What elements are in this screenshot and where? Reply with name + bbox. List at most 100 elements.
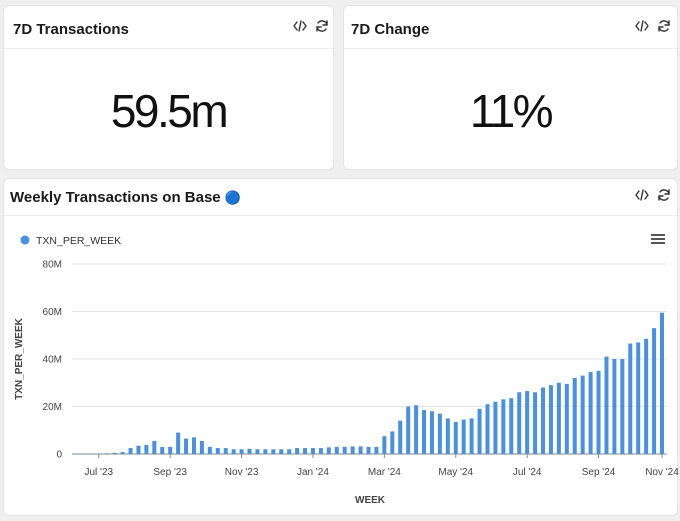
x-tick-label: May '24 xyxy=(438,467,473,478)
card-7d-transactions: 7D Transactions 59.5m xyxy=(3,5,334,170)
bar[interactable] xyxy=(310,448,315,454)
bar[interactable] xyxy=(191,437,196,454)
refresh-icon[interactable] xyxy=(657,19,671,33)
code-icon[interactable] xyxy=(293,19,307,33)
bar[interactable] xyxy=(453,421,458,454)
bar[interactable] xyxy=(437,413,442,454)
bar[interactable] xyxy=(422,410,427,454)
bar[interactable] xyxy=(374,446,379,454)
bar[interactable] xyxy=(556,382,561,454)
bar[interactable] xyxy=(263,449,268,454)
bar[interactable] xyxy=(588,372,593,454)
bar[interactable] xyxy=(541,387,546,455)
code-icon[interactable] xyxy=(635,188,649,202)
bar[interactable] xyxy=(596,370,601,454)
bar[interactable] xyxy=(390,431,395,454)
bar[interactable] xyxy=(548,385,553,454)
bar[interactable] xyxy=(207,446,212,454)
bar[interactable] xyxy=(160,446,165,454)
bar[interactable] xyxy=(358,446,363,454)
bar[interactable] xyxy=(469,418,474,454)
bar[interactable] xyxy=(128,448,133,454)
bar[interactable] xyxy=(572,378,577,454)
y-axis-label: TXN_PER_WEEK xyxy=(14,317,25,399)
bar[interactable] xyxy=(184,438,189,454)
x-tick-label: Sep '24 xyxy=(582,467,616,478)
bar-chart: 0 20M 40M 60M 80M Jul '23 Sep '23 Nov '23 Jan '… xyxy=(14,234,679,506)
bar[interactable] xyxy=(628,343,633,454)
bar[interactable] xyxy=(80,453,85,455)
card-title: Weekly Transactions on Base 🔵 xyxy=(10,189,241,206)
bar[interactable] xyxy=(644,338,649,454)
bar[interactable] xyxy=(620,359,625,454)
bar[interactable] xyxy=(199,440,204,454)
bar[interactable] xyxy=(414,405,419,454)
bar[interactable] xyxy=(255,449,260,454)
bar[interactable] xyxy=(334,446,339,454)
legend-dot[interactable] xyxy=(20,235,30,245)
code-icon[interactable] xyxy=(635,19,649,33)
bar[interactable] xyxy=(247,448,252,454)
bar[interactable] xyxy=(318,448,323,454)
card-title: 7D Transactions xyxy=(13,21,129,38)
bar[interactable] xyxy=(382,436,387,454)
bar[interactable] xyxy=(398,420,403,454)
bar[interactable] xyxy=(564,383,569,454)
x-tick-label: Nov '23 xyxy=(225,467,259,478)
bar[interactable] xyxy=(303,448,308,454)
bar[interactable] xyxy=(231,449,236,454)
bar[interactable] xyxy=(104,453,109,454)
bar[interactable] xyxy=(485,404,490,454)
bar[interactable] xyxy=(271,449,276,454)
bar[interactable] xyxy=(612,359,617,454)
refresh-icon[interactable] xyxy=(657,188,671,202)
x-tick-label: Mar '24 xyxy=(368,467,401,478)
bar[interactable] xyxy=(144,444,149,454)
hamburger-menu-icon[interactable] xyxy=(651,234,665,244)
bar[interactable] xyxy=(279,449,284,454)
big-number-value: 11% xyxy=(469,85,554,137)
bar[interactable] xyxy=(517,392,522,454)
bar[interactable] xyxy=(136,445,141,454)
bar[interactable] xyxy=(152,440,157,454)
y-tick-label: 60M xyxy=(43,307,62,318)
bar[interactable] xyxy=(509,398,514,454)
bar[interactable] xyxy=(88,453,93,455)
bar[interactable] xyxy=(525,391,530,454)
bar[interactable] xyxy=(501,399,506,454)
refresh-icon[interactable] xyxy=(315,19,329,33)
y-tick-label: 20M xyxy=(43,402,62,413)
bar[interactable] xyxy=(223,448,228,454)
bar[interactable] xyxy=(239,449,244,454)
bar[interactable] xyxy=(477,408,482,454)
bar[interactable] xyxy=(326,447,331,454)
bar[interactable] xyxy=(604,356,609,454)
legend-label[interactable]: TXN_PER_WEEK xyxy=(36,235,121,247)
bar[interactable] xyxy=(660,312,664,454)
bar[interactable] xyxy=(96,453,101,455)
bar[interactable] xyxy=(295,448,300,454)
bar[interactable] xyxy=(429,411,434,454)
bar[interactable] xyxy=(342,446,347,454)
bar[interactable] xyxy=(73,453,77,455)
bar[interactable] xyxy=(350,446,355,454)
x-tick-label: Jul '23 xyxy=(85,467,114,478)
bar[interactable] xyxy=(168,446,173,454)
bar[interactable] xyxy=(445,418,450,454)
bar[interactable] xyxy=(406,406,411,455)
bar[interactable] xyxy=(461,419,466,454)
card-divider xyxy=(344,48,677,49)
x-axis-label: WEEK xyxy=(355,495,386,506)
bar[interactable] xyxy=(580,375,585,454)
bar[interactable] xyxy=(176,432,181,454)
y-tick-label: 0 xyxy=(56,450,62,461)
bar[interactable] xyxy=(493,401,498,454)
bar[interactable] xyxy=(533,392,538,454)
bar[interactable] xyxy=(215,448,220,454)
bar[interactable] xyxy=(120,452,125,454)
bar[interactable] xyxy=(112,452,117,454)
bar[interactable] xyxy=(366,446,371,454)
bar[interactable] xyxy=(652,328,657,454)
bar[interactable] xyxy=(287,449,292,454)
bar[interactable] xyxy=(636,342,641,454)
